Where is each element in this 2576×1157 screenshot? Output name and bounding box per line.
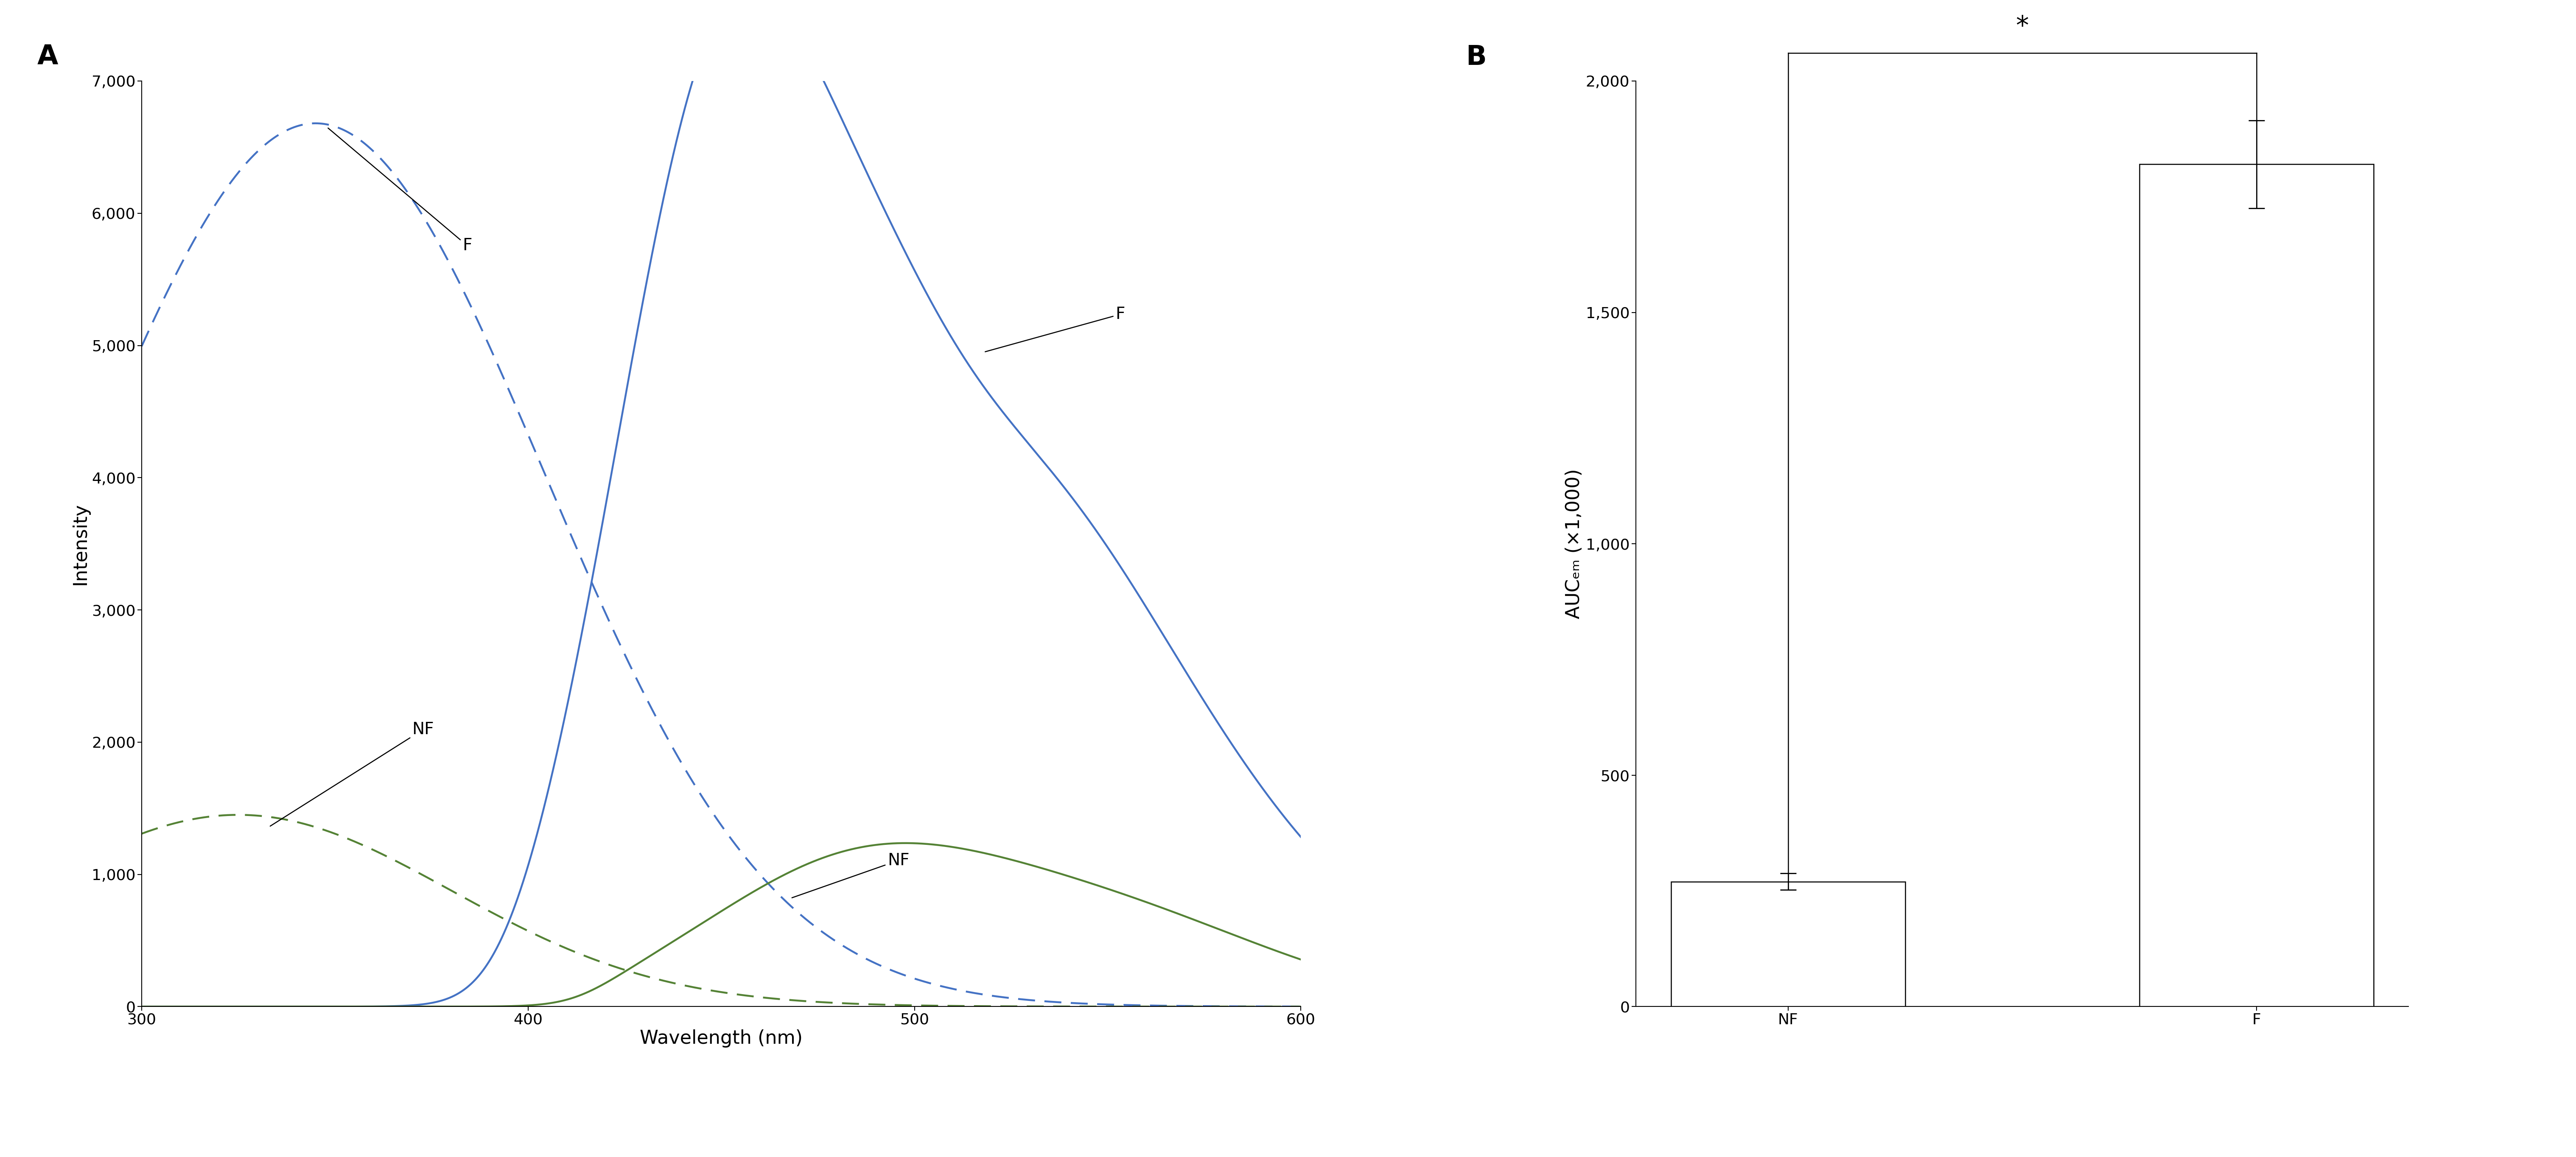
X-axis label: Wavelength (nm): Wavelength (nm) bbox=[639, 1030, 804, 1048]
Text: A: A bbox=[36, 44, 59, 71]
Bar bbox=[2138, 164, 2372, 1007]
Text: F: F bbox=[327, 128, 471, 253]
Y-axis label: Intensity: Intensity bbox=[72, 502, 90, 585]
Text: B: B bbox=[1466, 44, 1486, 71]
Bar bbox=[1672, 882, 1906, 1007]
Text: NF: NF bbox=[791, 853, 909, 898]
Text: F: F bbox=[984, 307, 1126, 352]
Y-axis label: AUCₑₘ (×1,000): AUCₑₘ (×1,000) bbox=[1566, 469, 1584, 619]
Text: *: * bbox=[2014, 14, 2030, 39]
Text: NF: NF bbox=[270, 722, 435, 826]
